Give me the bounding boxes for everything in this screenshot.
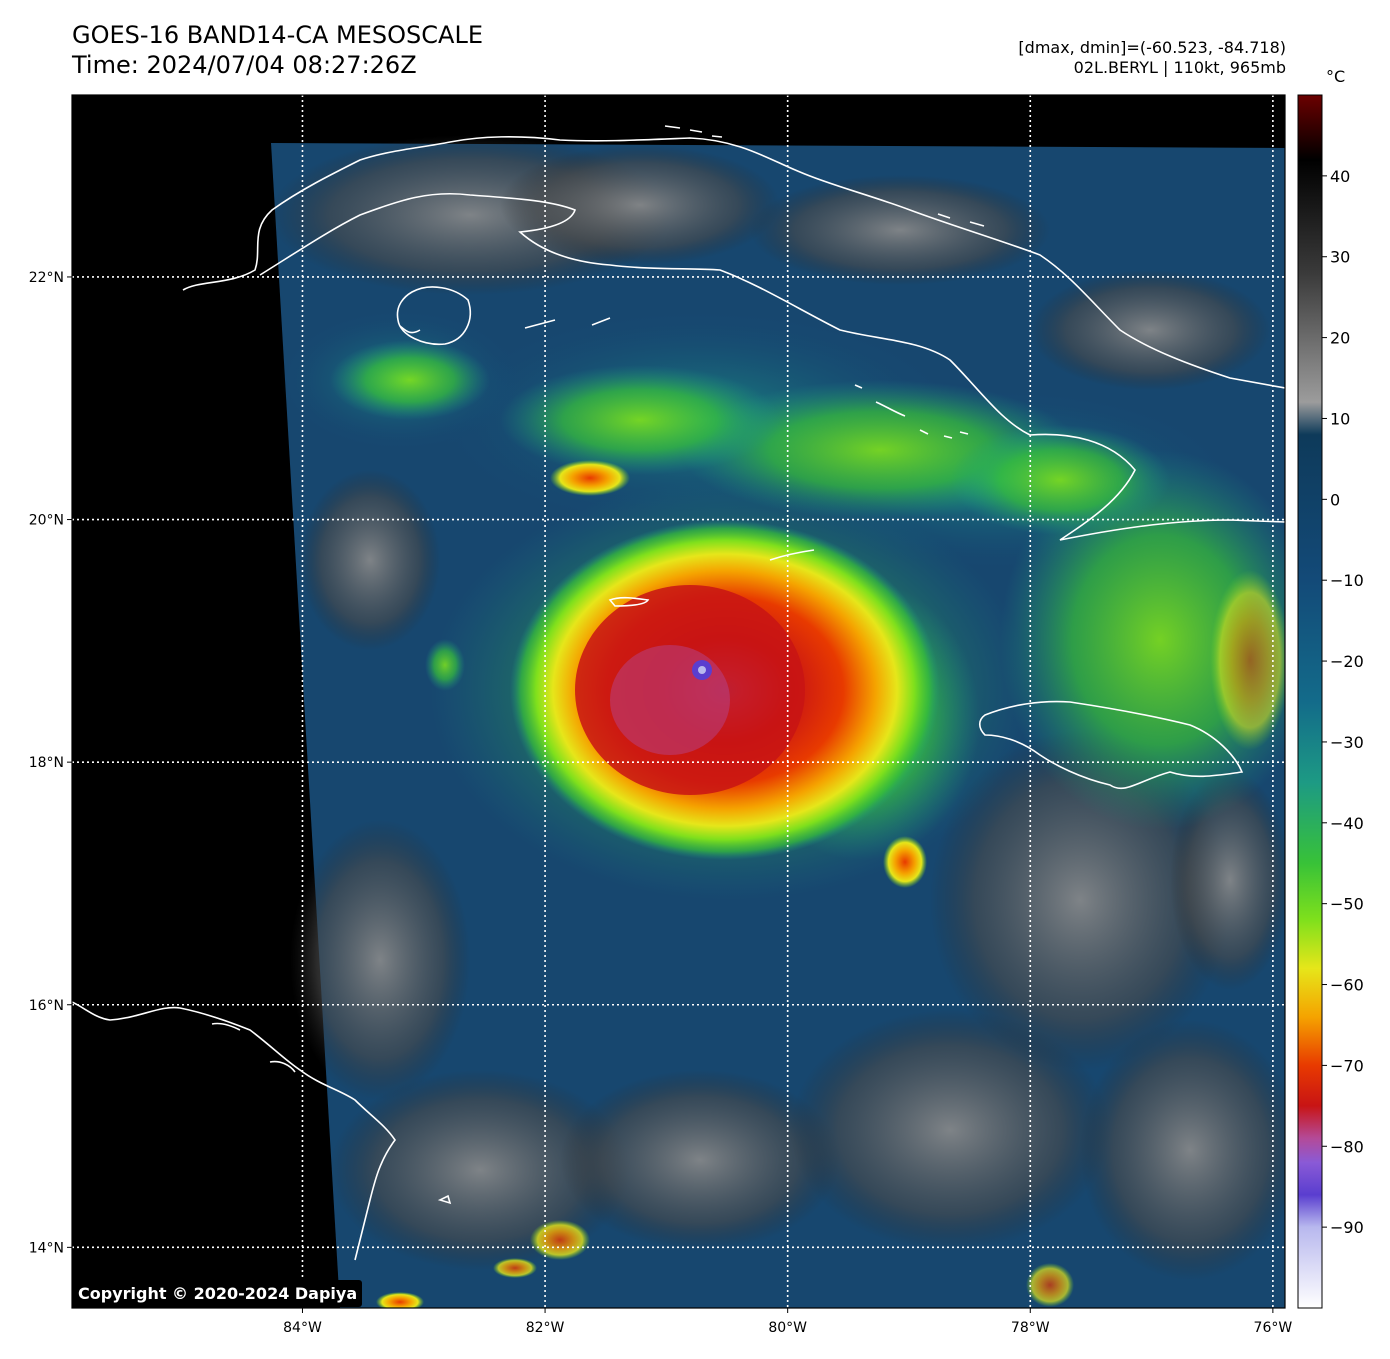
colorbar-tick-label: 20 [1330, 329, 1350, 348]
colorbar-tick-label: 10 [1330, 409, 1350, 428]
lat-tick-label: 20°N [29, 513, 64, 529]
colorbar-tick-label: 40 [1330, 167, 1350, 186]
colorbar-tick-label: −70 [1330, 1056, 1364, 1075]
copyright-badge: Copyright © 2020-2024 Dapiya [73, 1280, 363, 1307]
bay-islands-coastline [211, 1022, 296, 1073]
colorbar-bar [1297, 94, 1323, 1309]
cayman-brac-coastline [769, 549, 815, 561]
isla-juventud-coastline [396, 286, 471, 345]
lat-tick-label: 16°N [29, 998, 64, 1014]
colorbar-tick-label: −50 [1330, 895, 1364, 914]
satellite-imagery [72, 95, 1285, 1308]
cuba-north-keys [664, 125, 985, 227]
colorbar-unit-label: °C [1326, 67, 1346, 86]
cuba-south-keys [399, 317, 611, 334]
lon-tick-label: 80°W [768, 1320, 807, 1336]
lon-tick-label: 78°W [1011, 1320, 1050, 1336]
info-storm: 02L.BERYL | 110kt, 965mb [1073, 58, 1286, 77]
coastlines [72, 125, 1285, 1261]
title-line-2: Time: 2024/07/04 08:27:26Z [72, 51, 417, 79]
colorbar-tick-label: −40 [1330, 814, 1364, 833]
lat-tick-label: 22°N [29, 270, 64, 286]
honduras-islet [437, 1194, 452, 1205]
map-frame [71, 94, 1286, 1309]
colorbar-ticks: 40 30 20 10 0 −10 −20 −30 −40 −50 −60 −70 −80 −90 [1322, 167, 1364, 1237]
gridlines [72, 95, 1285, 1308]
colorbar-tick-label: −10 [1330, 571, 1364, 590]
jamaica-coastline [978, 700, 1244, 790]
colorbar-tick-label: −80 [1330, 1137, 1364, 1156]
info-dmax-dmin: [dmax, dmin]=(-60.523, -84.718) [1018, 38, 1286, 57]
cuba-south-coastline [259, 192, 1285, 541]
colorbar-tick-label: −90 [1330, 1218, 1364, 1237]
colorbar: 40 30 20 10 0 −10 −20 −30 −40 −50 −60 −70 −80 −90 [1297, 94, 1364, 1309]
lon-tick-label: 76°W [1254, 1320, 1293, 1336]
axis-ticks: 84°W 82°W 80°W 78°W 76°W 22°N 20°N 18°N 16°N 14°N [29, 270, 1293, 1336]
grand-cayman-coastline [608, 596, 650, 607]
lat-tick-label: 14°N [29, 1240, 64, 1256]
lon-tick-label: 84°W [283, 1320, 322, 1336]
colorbar-tick-label: 30 [1330, 248, 1350, 267]
central-america-coastline [72, 1001, 396, 1261]
lat-tick-label: 18°N [29, 755, 64, 771]
colorbar-tick-label: −30 [1330, 733, 1364, 752]
colorbar-tick-label: −60 [1330, 976, 1364, 995]
cuba-coastline [182, 136, 1285, 389]
title-block: GOES-16 BAND14-CA MESOSCALE Time: 2024/0… [72, 20, 483, 80]
colorbar-tick-label: −20 [1330, 652, 1364, 671]
title-line-1: GOES-16 BAND14-CA MESOSCALE [72, 21, 483, 49]
info-block: [dmax, dmin]=(-60.523, -84.718) 02L.BERY… [1018, 38, 1286, 78]
colorbar-tick-label: 0 [1330, 490, 1340, 509]
cayman-small-isles [854, 384, 969, 439]
lon-tick-label: 82°W [526, 1320, 565, 1336]
